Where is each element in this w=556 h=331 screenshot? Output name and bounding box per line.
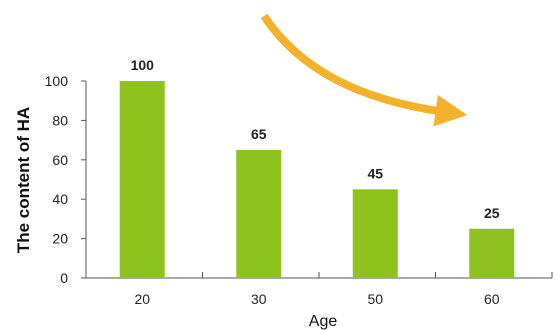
bar-20 [119, 81, 165, 278]
data-label-50: 45 [367, 165, 383, 181]
y-tick-label: 60 [52, 152, 68, 168]
data-label-60: 25 [484, 205, 500, 221]
x-tick-label-30: 30 [251, 291, 267, 307]
data-label-20: 100 [131, 57, 155, 73]
data-label-30: 65 [251, 126, 267, 142]
x-tick-label-60: 60 [484, 291, 500, 307]
y-tick-label: 20 [52, 231, 68, 247]
x-tick-label-20: 20 [134, 291, 150, 307]
bar-30 [236, 149, 282, 278]
y-tick-label: 40 [52, 191, 68, 207]
y-tick-label: 0 [60, 270, 68, 286]
y-axis-title: The content of HA [14, 107, 33, 253]
trend-arrow [260, 13, 468, 127]
y-tick-label: 80 [52, 112, 68, 128]
x-axis-title: Age [309, 313, 338, 330]
y-tick-group: 0 20 40 60 80 100 [45, 73, 86, 286]
bar-50 [352, 189, 398, 278]
data-label-group: 100 65 45 25 [131, 57, 500, 221]
bar-60 [469, 228, 515, 278]
x-tick-label-50: 50 [367, 291, 383, 307]
bar-group [119, 81, 515, 278]
y-tick-label: 100 [45, 73, 69, 89]
x-tick-group: 20 30 50 60 [134, 272, 553, 307]
